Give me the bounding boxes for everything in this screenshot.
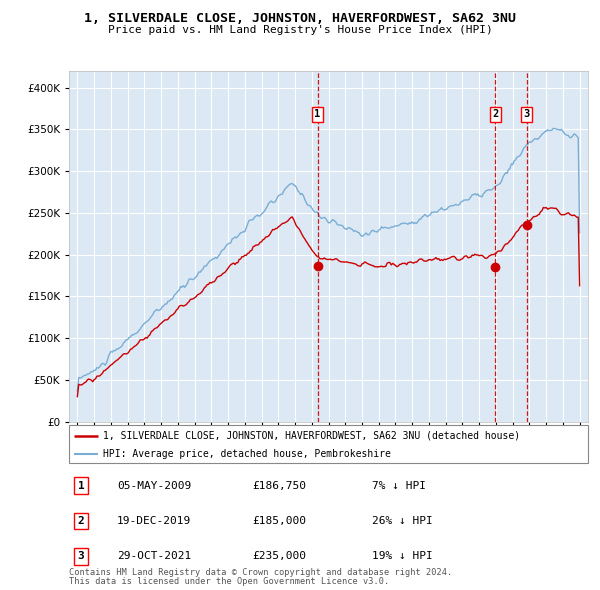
Text: 3: 3 [523,109,530,119]
Text: 1, SILVERDALE CLOSE, JOHNSTON, HAVERFORDWEST, SA62 3NU: 1, SILVERDALE CLOSE, JOHNSTON, HAVERFORD… [84,12,516,25]
Text: HPI: Average price, detached house, Pembrokeshire: HPI: Average price, detached house, Pemb… [103,448,391,458]
Text: 19% ↓ HPI: 19% ↓ HPI [372,552,433,561]
Text: 05-MAY-2009: 05-MAY-2009 [117,481,191,490]
FancyBboxPatch shape [69,425,588,463]
Text: £185,000: £185,000 [252,516,306,526]
Text: 2: 2 [77,516,85,526]
Text: 2: 2 [492,109,499,119]
Text: 1, SILVERDALE CLOSE, JOHNSTON, HAVERFORDWEST, SA62 3NU (detached house): 1, SILVERDALE CLOSE, JOHNSTON, HAVERFORD… [103,431,520,441]
Text: Price paid vs. HM Land Registry's House Price Index (HPI): Price paid vs. HM Land Registry's House … [107,25,493,35]
Text: This data is licensed under the Open Government Licence v3.0.: This data is licensed under the Open Gov… [69,577,389,586]
Text: Contains HM Land Registry data © Crown copyright and database right 2024.: Contains HM Land Registry data © Crown c… [69,568,452,577]
Text: 26% ↓ HPI: 26% ↓ HPI [372,516,433,526]
Text: 3: 3 [77,552,85,561]
Text: 7% ↓ HPI: 7% ↓ HPI [372,481,426,490]
Text: 29-OCT-2021: 29-OCT-2021 [117,552,191,561]
Text: £235,000: £235,000 [252,552,306,561]
Text: 1: 1 [77,481,85,490]
Text: £186,750: £186,750 [252,481,306,490]
Text: 1: 1 [314,109,321,119]
Text: 19-DEC-2019: 19-DEC-2019 [117,516,191,526]
